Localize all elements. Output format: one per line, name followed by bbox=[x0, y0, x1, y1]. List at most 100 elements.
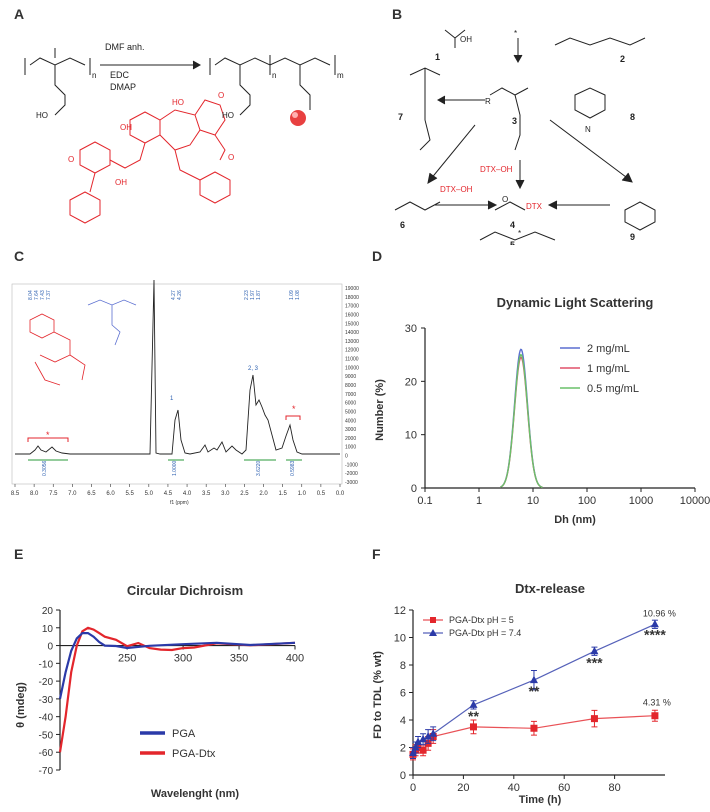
dls-series-line bbox=[500, 356, 543, 489]
dls-x-label: Dh (nm) bbox=[554, 514, 596, 526]
nmr-y-tick-label: 10000 bbox=[345, 365, 359, 371]
dls-y-tick-label: 0 bbox=[411, 483, 417, 495]
nmr-y-tick-label: 12000 bbox=[345, 348, 359, 354]
compound-1: 1 bbox=[435, 52, 440, 62]
subscript-n-left: n bbox=[92, 71, 96, 80]
nmr-peak-label: 8.04 bbox=[28, 290, 34, 300]
panel-letter-a: A bbox=[14, 6, 25, 22]
nmr-peak-label: 2.23 bbox=[244, 290, 250, 300]
nmr-peak-label: 4.26 bbox=[177, 290, 183, 300]
panel-f-release-chart: Dtx-release 0 20 40 60 80 0 2 4 6 8 10 12 PGA-Dtx p… bbox=[372, 581, 676, 806]
release-x-tick-label: 20 bbox=[457, 782, 469, 794]
release-legend-marker bbox=[430, 617, 436, 623]
cd-title: Circular Dichroism bbox=[127, 583, 243, 598]
release-point-square bbox=[590, 715, 598, 723]
svg-text:O: O bbox=[68, 155, 74, 164]
subscript-n-right: n bbox=[272, 71, 276, 80]
nmr-x-tick-label: 7.0 bbox=[68, 491, 77, 497]
cd-series-line bbox=[58, 631, 296, 700]
nmr-x-tick-label: 5.0 bbox=[145, 491, 154, 497]
dls-y-tick-label: 10 bbox=[405, 430, 417, 442]
dls-legend-label: 1 mg/mL bbox=[587, 363, 630, 375]
peak-annot-star-left: * bbox=[46, 430, 50, 440]
release-annotation: *** bbox=[586, 654, 603, 670]
cd-y-tick-label: -40 bbox=[39, 713, 54, 724]
nmr-peak-label: 7.37 bbox=[46, 290, 52, 300]
nmr-y-tick-label: 17000 bbox=[345, 304, 359, 310]
nmr-y-tick-label: 5000 bbox=[345, 409, 356, 415]
panel-d-dls-chart: Dynamic Light Scattering 0.1 1 10 100 1000 10… bbox=[374, 295, 710, 526]
nmr-x-tick-label: 2.0 bbox=[259, 491, 268, 497]
nmr-y-tick-label: 13000 bbox=[345, 339, 359, 345]
release-point-triangle bbox=[469, 700, 478, 708]
release-x-tick-label: 40 bbox=[508, 782, 520, 794]
nmr-peak-label: 7.43 bbox=[40, 290, 46, 300]
release-point-triangle bbox=[429, 729, 438, 737]
panel-letter-e: E bbox=[14, 546, 24, 562]
nmr-y-tick-label: 6000 bbox=[345, 401, 356, 407]
release-title: Dtx-release bbox=[515, 581, 585, 596]
nmr-x-tick-label: 7.5 bbox=[49, 491, 58, 497]
cd-y-tick-label: -70 bbox=[39, 766, 54, 777]
cd-y-tick-label: -50 bbox=[39, 730, 54, 741]
release-point-triangle bbox=[650, 619, 659, 628]
integral-3: 3.6220 bbox=[256, 460, 262, 476]
peak-annot-star-right: * bbox=[292, 404, 296, 414]
nmr-y-tick-label: 19000 bbox=[345, 286, 359, 292]
release-annotation: 4.31 % bbox=[643, 698, 671, 708]
cd-y-label: θ (mdeg) bbox=[15, 682, 27, 728]
nmr-peak-label: 1.87 bbox=[256, 290, 262, 300]
svg-text:OH: OH bbox=[120, 123, 132, 132]
o-label: O bbox=[502, 195, 508, 204]
dls-legend-label: 0.5 mg/mL bbox=[587, 383, 639, 395]
cd-y-tick-label: 20 bbox=[42, 606, 54, 617]
nmr-peak-label: 1.09 bbox=[289, 290, 295, 300]
cd-y-tick-label: -20 bbox=[39, 677, 54, 688]
panel-a-scheme: OH HO O O OH O DMF anh. EDC DMAP n n m HO HO bbox=[24, 42, 344, 224]
release-annotation: 10.96 % bbox=[643, 608, 676, 618]
dls-y-tick-label: 20 bbox=[405, 376, 417, 388]
release-legend-label: PGA-Dtx pH = 5 bbox=[449, 615, 514, 625]
cd-x-tick-label: 300 bbox=[174, 653, 192, 665]
dls-title: Dynamic Light Scattering bbox=[497, 295, 654, 310]
reagent-top: DMF anh. bbox=[105, 42, 145, 52]
compound-6: 6 bbox=[400, 220, 405, 230]
nmr-spectrum-line bbox=[15, 279, 340, 455]
cd-y-tick-label: -60 bbox=[39, 748, 54, 759]
dtx-oh-center: DTX–OH bbox=[480, 165, 513, 174]
release-x-tick-label: 0 bbox=[410, 782, 416, 794]
compound-4: 4 bbox=[510, 220, 515, 230]
integral-4: 0.5983 bbox=[290, 460, 296, 476]
svg-text:O: O bbox=[218, 91, 224, 100]
release-legend-marker bbox=[429, 629, 437, 636]
nmr-y-tick-label: 7000 bbox=[345, 392, 356, 398]
release-y-tick-label: 2 bbox=[400, 743, 406, 755]
compound-2: 2 bbox=[620, 54, 625, 64]
cd-y-tick-label: 0 bbox=[47, 642, 53, 653]
panel-letter-c: C bbox=[14, 248, 25, 264]
release-x-label: Time (h) bbox=[519, 794, 562, 806]
compound-8: 8 bbox=[630, 112, 635, 122]
nmr-x-tick-label: 6.0 bbox=[106, 491, 115, 497]
cd-y-tick-label: 10 bbox=[42, 624, 54, 635]
svg-text:O: O bbox=[228, 153, 234, 162]
svg-text:HO: HO bbox=[172, 98, 184, 107]
dls-x-tick-label: 1000 bbox=[629, 495, 653, 507]
nmr-y-tick-label: 4000 bbox=[345, 418, 356, 424]
nmr-y-tick-label: 0 bbox=[345, 454, 348, 460]
dls-x-tick-label: 0.1 bbox=[417, 495, 432, 507]
cd-legend-label: PGA-Dtx bbox=[172, 748, 216, 760]
peak-annot-1: 1 bbox=[170, 396, 174, 402]
nmr-y-tick-label: 11000 bbox=[345, 357, 359, 363]
nmr-y-tick-label: 3000 bbox=[345, 427, 356, 433]
panel-e-cd-chart: Circular Dichroism 250 300 350 400 20 10 0 -10 -… bbox=[15, 583, 304, 800]
cd-x-tick-label: 400 bbox=[286, 653, 304, 665]
cd-series-line bbox=[58, 626, 296, 753]
release-y-tick-label: 6 bbox=[400, 688, 406, 700]
release-point-triangle bbox=[411, 743, 420, 751]
release-y-tick-label: 12 bbox=[394, 605, 406, 617]
dls-x-tick-label: 10000 bbox=[680, 495, 710, 507]
release-legend-label: PGA-Dtx pH = 7.4 bbox=[449, 628, 521, 638]
integral-2: 1.0000 bbox=[172, 460, 178, 476]
release-annotation: **** bbox=[644, 626, 666, 642]
